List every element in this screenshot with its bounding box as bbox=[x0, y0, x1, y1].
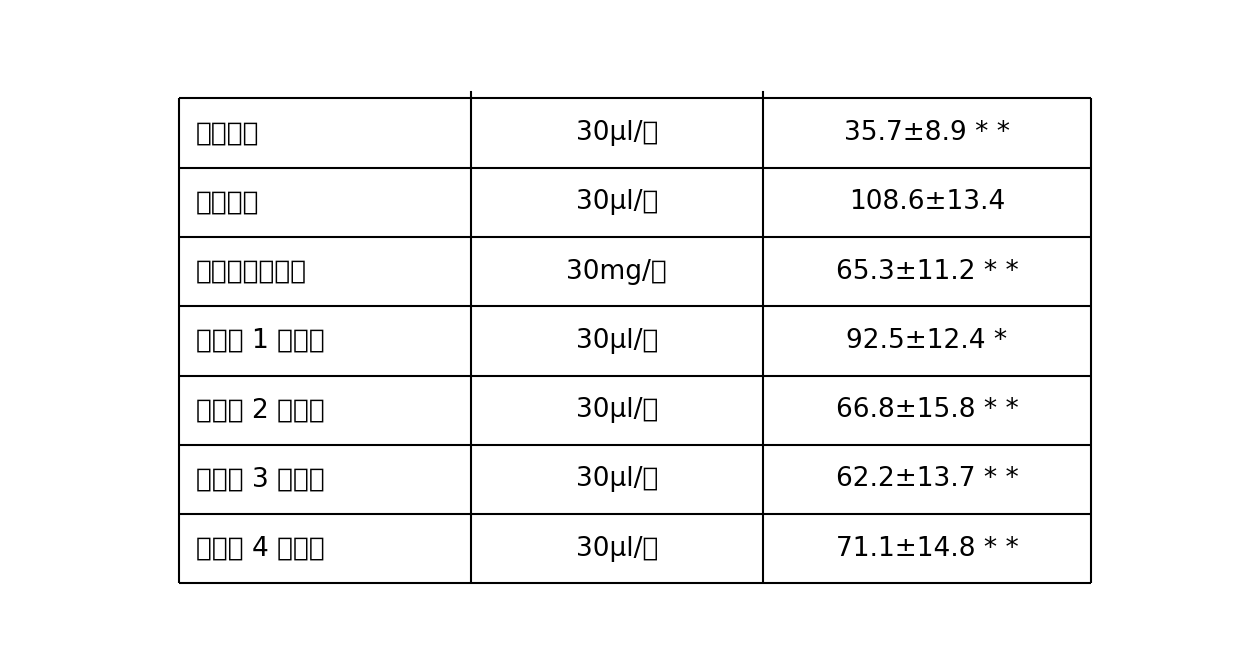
Text: 66.8±15.8 * *: 66.8±15.8 * * bbox=[835, 397, 1018, 423]
Text: 30μl/只: 30μl/只 bbox=[576, 536, 658, 561]
Text: 实施例 2 透过液: 实施例 2 透过液 bbox=[196, 397, 325, 423]
Text: 实施例 3 透过液: 实施例 3 透过液 bbox=[196, 466, 325, 492]
Text: 65.3±11.2 * *: 65.3±11.2 * * bbox=[835, 259, 1018, 285]
Text: 92.5±12.4 *: 92.5±12.4 * bbox=[846, 328, 1007, 354]
Text: 35.7±8.9 * *: 35.7±8.9 * * bbox=[844, 120, 1010, 146]
Text: 30mg/只: 30mg/只 bbox=[566, 259, 667, 285]
Text: 30μl/只: 30μl/只 bbox=[576, 190, 658, 215]
Text: 正常对照: 正常对照 bbox=[196, 120, 260, 146]
Text: 实施例 1 透过液: 实施例 1 透过液 bbox=[196, 328, 325, 354]
Text: 30μl/只: 30μl/只 bbox=[576, 397, 658, 423]
Text: 模型对照: 模型对照 bbox=[196, 190, 260, 215]
Text: 实施例 4 透过液: 实施例 4 透过液 bbox=[196, 536, 325, 561]
Text: 108.6±13.4: 108.6±13.4 bbox=[849, 190, 1005, 215]
Text: 62.2±13.7 * *: 62.2±13.7 * * bbox=[835, 466, 1018, 492]
Text: 71.1±14.8 * *: 71.1±14.8 * * bbox=[835, 536, 1018, 561]
Text: 30μl/只: 30μl/只 bbox=[576, 466, 658, 492]
Text: 30μl/只: 30μl/只 bbox=[576, 120, 658, 146]
Text: 30μl/只: 30μl/只 bbox=[576, 328, 658, 354]
Text: 醒酸氟轻松乳膏: 醒酸氟轻松乳膏 bbox=[196, 259, 307, 285]
